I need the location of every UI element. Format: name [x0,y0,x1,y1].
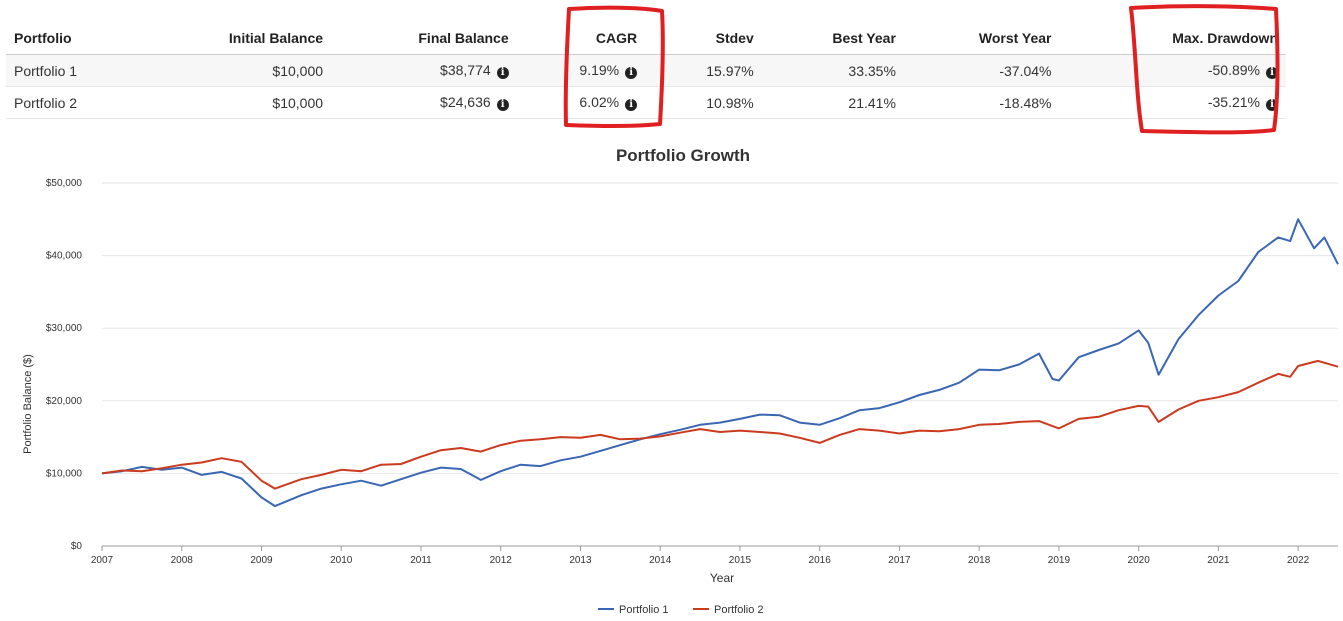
x-tick-label: 2022 [1287,555,1310,566]
best-year-value: 33.35% [761,54,904,87]
max-drawdown-value: -50.89% [1207,62,1260,78]
best-year-value: 21.41% [761,86,904,119]
summary-header-row: Portfolio Initial Balance Final Balance … [6,22,1286,55]
x-tick-label: 2019 [1048,555,1071,566]
stdev-value: 15.97% [645,54,762,87]
header-portfolio: Portfolio [6,22,159,55]
header-max-drawdown: Max. Drawdown [1059,22,1286,55]
max-drawdown-value: -35.21% [1207,94,1260,110]
y-tick-label: $50,000 [46,178,83,189]
legend-item[interactable]: Portfolio 2 [714,604,764,616]
series-line-portfolio-1 [101,218,1339,508]
y-tick-label: $10,000 [46,468,83,479]
summary-table: Portfolio Initial Balance Final Balance … [6,22,1286,119]
header-worst-year: Worst Year [903,22,1060,55]
final-balance: $38,774 [440,62,491,78]
series-lines [101,218,1339,508]
info-icon[interactable]: i [625,99,638,111]
worst-year-value: -37.04% [903,54,1060,87]
initial-balance: $10,000 [158,54,332,87]
cagr-value: 9.19% [579,62,620,78]
x-axis: 2007 2008 2009 2010 2011 2012 2013 2014 2015 2016… [91,545,1338,566]
legend-item[interactable]: Portfolio 1 [619,604,669,616]
cagr-cell: 6.02% i [516,86,646,119]
x-tick-label: 2021 [1207,555,1230,566]
final-balance-cell: $38,774 i [331,54,517,87]
x-tick-label: 2012 [490,555,513,566]
y-tick-label: $40,000 [46,251,83,262]
portfolio-name: Portfolio 2 [6,86,159,119]
y-tick-label: $20,000 [46,396,83,407]
x-tick-label: 2007 [91,555,114,566]
portfolio-growth-chart: Portfolio Growth $0 $10,000 $20,000 $30,000… [22,146,1339,616]
y-axis-ticks: $0 $10,000 $20,000 $30,000 $40,000 $50,000 [46,178,83,552]
max-drawdown-cell: -35.21% i [1059,86,1286,119]
info-icon[interactable]: i [1266,99,1278,111]
x-tick-label: 2011 [410,555,432,566]
x-tick-label: 2009 [250,555,273,566]
grid-lines [102,182,1338,547]
worst-year-value: -18.48% [903,86,1060,119]
series-line-portfolio-2 [101,359,1339,490]
max-drawdown-cell: -50.89% i [1059,54,1286,87]
chart-title: Portfolio Growth [616,146,750,165]
x-tick-label: 2014 [649,555,672,566]
header-best-year: Best Year [761,22,904,55]
cagr-value: 6.02% [579,94,620,110]
x-axis-label: Year [710,571,734,585]
header-final-balance: Final Balance [331,22,517,55]
x-tick-label: 2013 [569,555,592,566]
header-cagr: CAGR [516,22,646,55]
y-tick-label: $30,000 [46,323,83,334]
header-stdev: Stdev [645,22,762,55]
x-tick-label: 2010 [330,555,353,566]
header-initial-balance: Initial Balance [158,22,332,55]
x-tick-label: 2017 [888,555,911,566]
table-row: Portfolio 2 $10,000 $24,636 i 6.02% i 10.9… [6,86,1286,119]
cagr-cell: 9.19% i [516,54,646,87]
y-axis-label: Portfolio Balance ($) [22,354,34,454]
portfolio-name: Portfolio 1 [6,54,159,87]
y-tick-label: $0 [71,541,83,552]
x-tick-label: 2016 [809,555,832,566]
chart-legend: Portfolio 1 Portfolio 2 [598,604,764,616]
x-tick-label: 2008 [171,555,194,566]
table-row: Portfolio 1 $10,000 $38,774 i 9.19% i 15.9… [6,54,1286,87]
info-icon[interactable]: i [1266,67,1278,79]
x-tick-label: 2015 [729,555,752,566]
info-icon[interactable]: i [496,67,509,79]
x-tick-label: 2018 [968,555,991,566]
initial-balance: $10,000 [158,86,332,119]
final-balance: $24,636 [440,94,491,110]
info-icon[interactable]: i [625,67,638,79]
x-tick-label: 2020 [1128,555,1151,566]
final-balance-cell: $24,636 i [331,86,517,119]
info-icon[interactable]: i [496,99,509,111]
stdev-value: 10.98% [645,86,762,119]
